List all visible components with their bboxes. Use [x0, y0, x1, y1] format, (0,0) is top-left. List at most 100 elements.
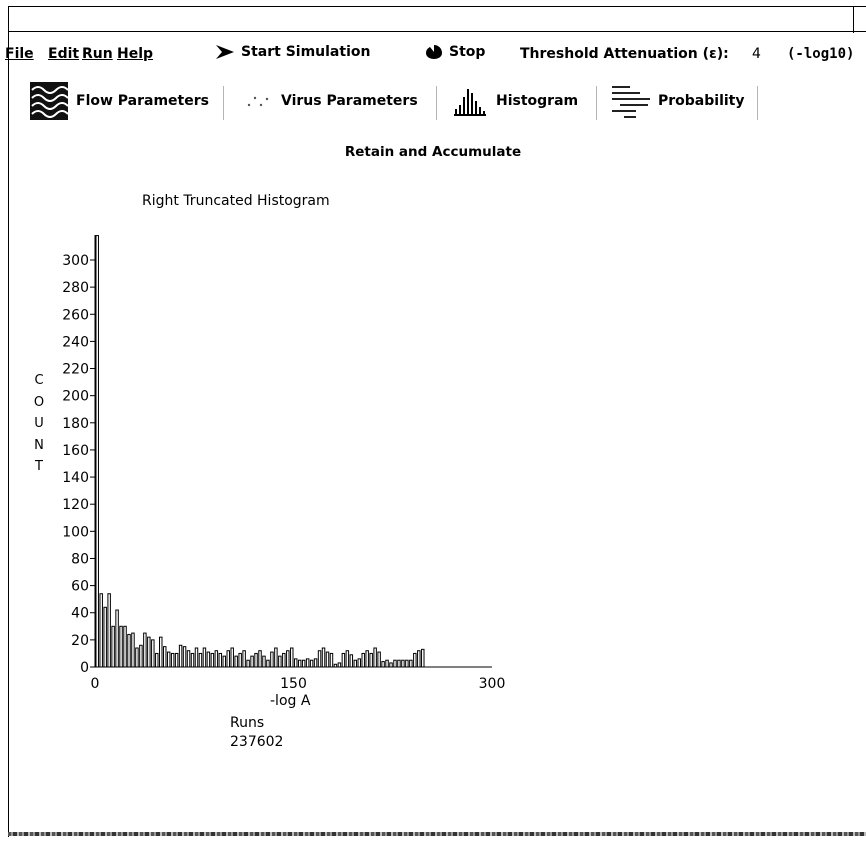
histogram-bar	[226, 650, 230, 668]
runs-label: Runs	[230, 715, 265, 731]
tab-probability[interactable]: Probability	[610, 80, 745, 122]
histogram-bar	[365, 650, 369, 668]
probability-icon	[612, 86, 650, 118]
bottom-status-strip	[8, 832, 866, 836]
y-tick-label: 300	[62, 253, 89, 269]
y-tick-label: 120	[62, 497, 89, 513]
histogram-bar	[186, 650, 191, 668]
y-tick-label: 220	[62, 362, 89, 378]
y-axis-label: C O U N T	[32, 370, 46, 478]
tab-flow-parameters-label: Flow Parameters	[76, 93, 209, 109]
y-tick-label: 80	[71, 551, 89, 567]
start-simulation-label: Start Simulation	[241, 44, 371, 60]
x-axis-label-text: -log A	[270, 693, 311, 709]
stop-button[interactable]: Stop	[425, 44, 485, 60]
histogram-bar	[162, 646, 167, 668]
histogram-bar	[385, 659, 389, 668]
y-tick-label: 100	[62, 524, 89, 540]
play-arrow-icon	[216, 45, 234, 59]
histogram-bar	[361, 652, 365, 668]
histogram-bar	[115, 609, 119, 668]
histogram-bar	[127, 633, 131, 668]
histogram-bar	[301, 659, 306, 668]
histogram-bar	[321, 647, 326, 668]
histogram-bar	[341, 652, 346, 668]
histogram-bar	[353, 659, 358, 668]
runs-value: 237602	[230, 734, 284, 750]
y-tick-label: 280	[62, 280, 89, 296]
histogram-bar	[182, 646, 187, 668]
histogram-bar	[329, 652, 334, 668]
y-tick-label: 200	[62, 389, 89, 405]
tab-probability-label: Probability	[658, 93, 745, 109]
tab-histogram[interactable]: Histogram	[452, 80, 578, 122]
window-title-bar	[8, 6, 866, 33]
tab-separator	[436, 86, 437, 120]
tab-virus-parameters[interactable]: Virus Parameters	[245, 80, 418, 122]
y-tick-label: 160	[62, 443, 89, 459]
y-tick-label: 140	[62, 470, 89, 486]
y-tick-label: 60	[71, 579, 89, 595]
histogram-title: Right Truncated Histogram	[142, 193, 330, 209]
histogram-bar	[421, 648, 425, 668]
menu-help[interactable]: Help	[117, 46, 153, 62]
histogram-bar	[290, 647, 294, 668]
tab-separator	[757, 86, 758, 120]
histogram-bar	[297, 659, 302, 668]
histogram-bar	[270, 651, 274, 668]
histogram-bar	[409, 659, 413, 668]
histogram-bar	[274, 647, 278, 668]
histogram-bar	[349, 654, 354, 668]
histogram-bar	[405, 659, 409, 668]
histogram-bar	[325, 651, 330, 668]
histogram-bar	[389, 662, 393, 668]
menu-file[interactable]: File	[5, 46, 34, 62]
histogram-bar	[111, 625, 115, 668]
window-left-border	[8, 32, 9, 837]
histogram-bar	[170, 652, 175, 668]
menu-run[interactable]: Run	[82, 46, 113, 62]
histogram-bar	[214, 650, 219, 668]
x-tick-label: 300	[479, 676, 506, 692]
x-tick-label: 150	[280, 676, 307, 692]
histogram-bar	[202, 647, 207, 668]
histogram-bar	[381, 661, 385, 668]
histogram-bar	[258, 650, 262, 668]
histogram-bar	[278, 655, 282, 668]
menu-run-label: Run	[82, 46, 113, 62]
histogram-bar	[218, 652, 223, 668]
tab-virus-parameters-label: Virus Parameters	[281, 93, 418, 109]
title-bar-divider	[853, 6, 854, 33]
y-axis: 0 20 40 60 80 100 120 140 160 180 200 220 240 260 280 3…	[62, 235, 96, 676]
histogram-bar	[230, 647, 234, 668]
histogram-bar	[151, 639, 155, 668]
y-tick-label: 240	[62, 334, 89, 350]
histogram-bar	[313, 658, 318, 668]
histogram-bar	[159, 636, 163, 668]
histogram-bar	[397, 659, 401, 668]
histogram-bar	[294, 658, 298, 668]
menu-edit-label: Edit	[48, 46, 80, 62]
x-axis: 0 150 300	[91, 666, 506, 692]
histogram-bar	[393, 659, 397, 668]
tab-separator	[223, 86, 224, 120]
histogram-bar	[417, 650, 421, 668]
threshold-value[interactable]: 4	[752, 46, 761, 62]
histogram-bar	[103, 606, 107, 668]
panel-title-text: Retain and Accumulate	[344, 144, 522, 160]
tab-flow-parameters[interactable]: Flow Parameters	[30, 80, 209, 122]
histogram-bar	[246, 659, 250, 668]
menu-help-label: Help	[117, 46, 154, 62]
threshold-label: Threshold Attenuation (ε):	[520, 46, 729, 62]
x-tick-label: 0	[91, 676, 100, 692]
histogram-bar	[139, 644, 143, 668]
y-tick-label: 40	[71, 606, 89, 622]
histogram-bar	[262, 655, 266, 668]
histogram-bar	[178, 644, 183, 668]
menu-edit[interactable]: Edit	[48, 46, 79, 62]
histogram-bar	[135, 647, 139, 668]
y-axis-label-text: C O U N T	[33, 373, 45, 474]
start-simulation-button[interactable]: Start Simulation	[215, 44, 370, 60]
histogram-bar	[305, 658, 310, 668]
